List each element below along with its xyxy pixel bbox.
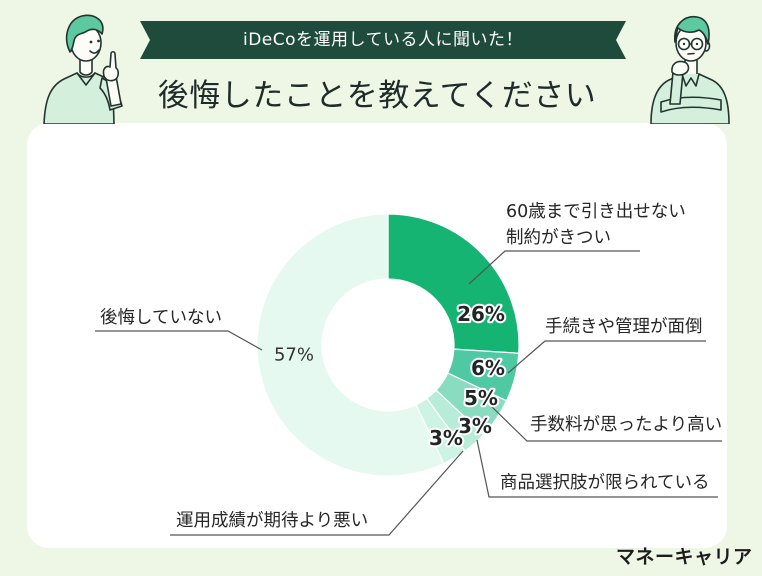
value-label-withdrawal-restriction: 26%: [457, 302, 505, 326]
eye: [695, 42, 699, 46]
smile: [89, 49, 100, 54]
slice-no-regret: [256, 213, 445, 477]
person-pointing-icon: [43, 14, 123, 124]
eye: [682, 42, 686, 46]
hair: [65, 14, 104, 53]
category-label-procedure-hassle: 手続きや管理が面倒: [545, 317, 703, 337]
category-label-withdrawal-restriction: 60歳まで引き出せない 制約がきつい: [506, 202, 686, 248]
value-label-poor-performance: 3%: [429, 426, 463, 450]
eye: [89, 40, 93, 44]
hair: [674, 15, 710, 45]
category-label-no-regret: 後悔していない: [100, 308, 222, 328]
banner-ribbon-shape: [140, 21, 626, 59]
page-title: 後悔したことを教えてください: [157, 78, 597, 114]
value-label-high-fees: 5%: [464, 386, 498, 410]
pointing-hand: [102, 50, 120, 82]
shirt-collar: [681, 73, 700, 87]
mouth: [687, 52, 695, 55]
banner-ribbon: [140, 21, 626, 59]
value-labels: 26% 6% 5% 3% 3% 57%: [274, 300, 507, 452]
value-label-procedure-hassle: 6%: [471, 356, 505, 380]
category-label-poor-performance: 運用成績が期待より悪い: [176, 511, 369, 531]
donut-slices: [256, 213, 520, 477]
chart-card: [27, 123, 727, 548]
leader-line-no-regret: [95, 330, 263, 351]
survey-banner: iDeCoを運用している人に聞いた！: [140, 21, 626, 59]
leader-lines: [95, 250, 722, 536]
leader-line-withdrawal-restriction: [468, 250, 640, 285]
brand-logo: マネーキャリア: [616, 546, 753, 568]
banner-text: iDeCoを運用している人に聞いた！: [242, 30, 524, 50]
category-label-high-fees: 手数料が思ったより高い: [530, 415, 723, 435]
person-thinking-icon: [650, 15, 730, 124]
leader-line-procedure-hassle: [507, 340, 706, 374]
category-label-limited-products: 商品選択肢が限られている: [500, 473, 710, 493]
hand-on-chin: [671, 60, 690, 76]
slice-withdrawal-restriction: [387, 213, 520, 354]
leader-line-limited-products: [476, 439, 718, 498]
leader-line-poor-performance: [170, 450, 464, 536]
value-label-no-regret: 57%: [274, 345, 314, 366]
neck: [79, 57, 93, 76]
value-label-limited-products: 3%: [458, 414, 492, 438]
leader-line-high-fees: [490, 405, 722, 442]
shirt-v-neck: [76, 72, 96, 86]
eye: [97, 39, 100, 43]
